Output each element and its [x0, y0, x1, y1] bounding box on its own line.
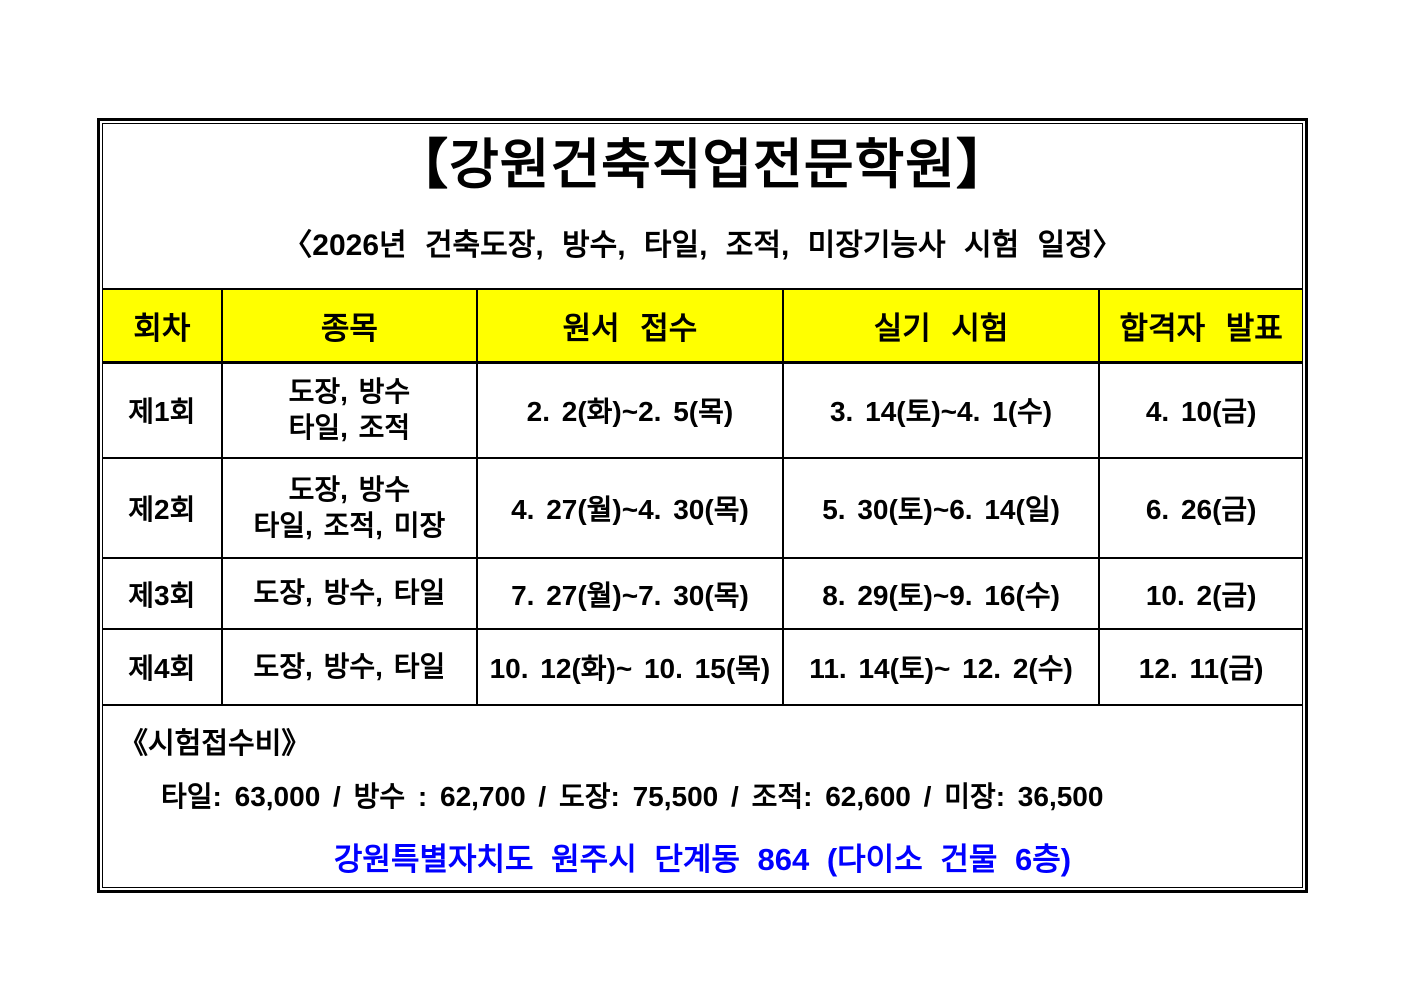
table-header-row: 회차 종목 원서 접수 실기 시험 합격자 발표 — [103, 289, 1302, 364]
round-cell: 제1회 — [103, 361, 223, 459]
practical-exam-cell: 11. 14(토)~ 12. 2(수) — [781, 628, 1101, 705]
notice-frame-inner: 【강원건축직업전문학원】 〈2026년 건축도장, 방수, 타일, 조적, 미장… — [102, 123, 1303, 888]
round-cell: 제2회 — [103, 457, 223, 559]
subjects-line-2: 타일, 조적, 미장 — [253, 510, 446, 541]
result-announcement-cell: 10. 2(금) — [1098, 557, 1302, 630]
subjects-cell: 도장, 방수 타일, 조적, 미장 — [220, 457, 479, 559]
subjects-cell: 도장, 방수 타일, 조적 — [220, 361, 479, 459]
result-announcement-cell: 12. 11(금) — [1098, 628, 1302, 705]
header-result-announcement: 합격자 발표 — [1098, 289, 1302, 364]
notice-frame: 【강원건축직업전문학원】 〈2026년 건축도장, 방수, 타일, 조적, 미장… — [97, 118, 1308, 893]
application-period-cell: 7. 27(월)~7. 30(목) — [476, 557, 784, 630]
subjects-cell: 도장, 방수, 타일 — [220, 628, 479, 705]
table-row: 제4회 도장, 방수, 타일 10. 12(화)~ 10. 15(목) 11. … — [103, 628, 1302, 705]
application-period-cell: 4. 27(월)~4. 30(목) — [476, 457, 784, 559]
header-application-period: 원서 접수 — [476, 289, 784, 364]
exam-schedule-table: 회차 종목 원서 접수 실기 시험 합격자 발표 제1회 도장, 방수 타일, … — [103, 289, 1302, 705]
address-line: 강원특별자치도 원주시 단계동 864 (다이소 건물 6층) — [333, 842, 1072, 877]
practical-exam-cell: 8. 29(토)~9. 16(수) — [781, 557, 1101, 630]
result-announcement-cell: 4. 10(금) — [1098, 361, 1302, 459]
page-subtitle: 〈2026년 건축도장, 방수, 타일, 조적, 미장기능사 시험 일정〉 — [282, 229, 1123, 263]
table-row: 제3회 도장, 방수, 타일 7. 27(월)~7. 30(목) 8. 29(토… — [103, 557, 1302, 630]
subjects-line-1: 도장, 방수, 타일 — [253, 650, 446, 682]
round-cell: 제4회 — [103, 628, 223, 705]
page-title: 【강원건축직업전문학원】 — [394, 135, 1011, 195]
footer-section: 《시험접수비》 타일: 63,000 / 방수 : 62,700 / 도장: 7… — [103, 704, 1302, 887]
subjects-line-1: 도장, 방수 — [288, 473, 411, 505]
header-practical-exam: 실기 시험 — [781, 289, 1101, 364]
fees-detail: 타일: 63,000 / 방수 : 62,700 / 도장: 75,500 / … — [161, 781, 1104, 812]
header-round: 회차 — [103, 289, 223, 364]
table-row: 제2회 도장, 방수 타일, 조적, 미장 4. 27(월)~4. 30(목) … — [103, 457, 1302, 559]
result-announcement-cell: 6. 26(금) — [1098, 457, 1302, 559]
subjects-cell: 도장, 방수, 타일 — [220, 557, 479, 630]
round-cell: 제3회 — [103, 557, 223, 630]
practical-exam-cell: 5. 30(토)~6. 14(일) — [781, 457, 1101, 559]
fees-heading: 《시험접수비》 — [119, 728, 311, 760]
subjects-line-1: 도장, 방수, 타일 — [253, 577, 446, 609]
title-section: 【강원건축직업전문학원】 〈2026년 건축도장, 방수, 타일, 조적, 미장… — [103, 124, 1302, 290]
application-period-cell: 10. 12(화)~ 10. 15(목) — [476, 628, 784, 705]
subjects-line-1: 도장, 방수 — [288, 375, 411, 407]
application-period-cell: 2. 2(화)~2. 5(목) — [476, 361, 784, 459]
header-subjects: 종목 — [220, 289, 479, 364]
subjects-line-2: 타일, 조적 — [288, 412, 411, 444]
practical-exam-cell: 3. 14(토)~4. 1(수) — [781, 361, 1101, 459]
table-row: 제1회 도장, 방수 타일, 조적 2. 2(화)~2. 5(목) 3. 14(… — [103, 361, 1302, 459]
